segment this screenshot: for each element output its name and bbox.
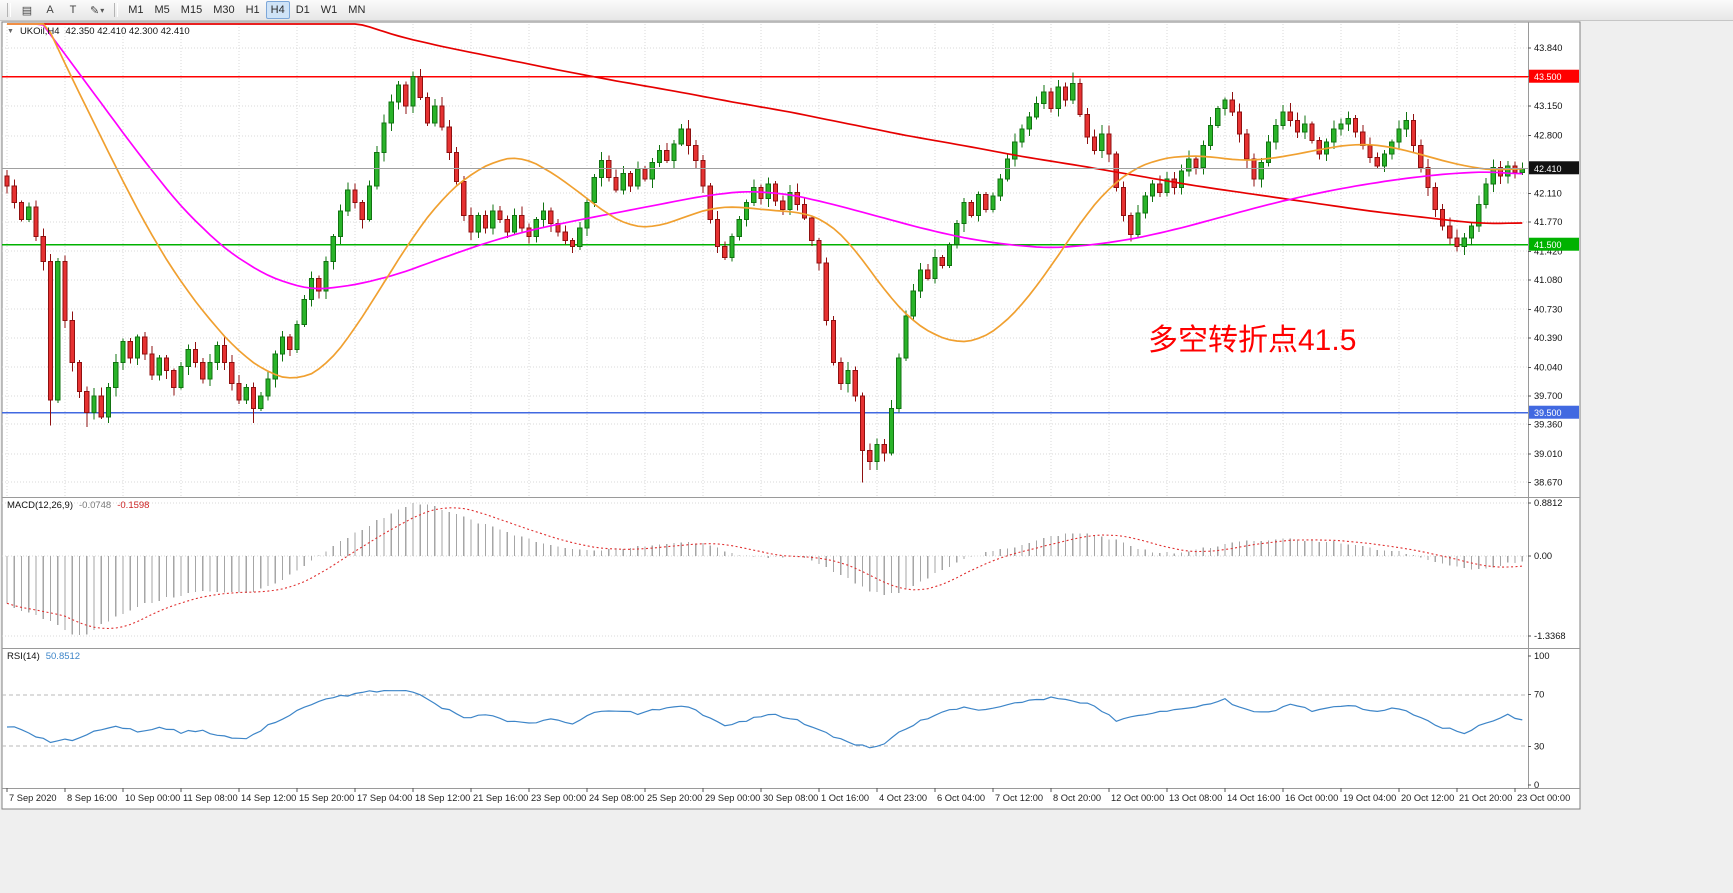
svg-text:16 Oct 00:00: 16 Oct 00:00 [1285, 793, 1338, 803]
timeframe-button-m5[interactable]: M5 [150, 1, 175, 19]
svg-text:43.500: 43.500 [1534, 72, 1562, 82]
svg-text:40.040: 40.040 [1534, 362, 1562, 372]
ohlc-values: 42.350 42.410 42.300 42.410 [65, 26, 190, 37]
svg-text:0: 0 [1534, 780, 1539, 790]
svg-text:17 Sep 04:00: 17 Sep 04:00 [357, 793, 412, 803]
rsi-value: 50.8512 [45, 651, 81, 662]
svg-text:7 Oct 12:00: 7 Oct 12:00 [995, 793, 1043, 803]
timeframe-button-m1[interactable]: M1 [123, 1, 148, 19]
svg-text:21 Sep 16:00: 21 Sep 16:00 [473, 793, 528, 803]
text-tool-icon: T [69, 4, 77, 16]
chart-list-button[interactable]: ▤ [16, 1, 38, 19]
svg-text:15 Sep 20:00: 15 Sep 20:00 [299, 793, 354, 803]
svg-text:42.410: 42.410 [1534, 164, 1562, 174]
macd-value-main: -0.0748 [79, 500, 112, 511]
drawing-tool-button[interactable]: ✎ ▾ [85, 1, 109, 19]
svg-text:41.770: 41.770 [1534, 217, 1562, 227]
svg-text:39.010: 39.010 [1534, 449, 1562, 459]
svg-text:25 Sep 20:00: 25 Sep 20:00 [647, 793, 702, 803]
timeframe-button-m30[interactable]: M30 [208, 1, 239, 19]
svg-text:-1.3368: -1.3368 [1534, 631, 1566, 641]
drawing-tool-icon: ✎ [90, 4, 100, 17]
svg-text:39.700: 39.700 [1534, 391, 1562, 401]
toolbar: ▤ A T ✎ ▾ M1 M5 M15 M30 H1 H4 D1 W1 MN [0, 0, 1733, 21]
svg-text:24 Sep 08:00: 24 Sep 08:00 [589, 793, 644, 803]
svg-text:6 Oct 04:00: 6 Oct 04:00 [937, 793, 985, 803]
rsi-label: RSI(14) 50.8512 [7, 651, 80, 662]
svg-text:100: 100 [1534, 651, 1550, 661]
svg-text:21 Oct 20:00: 21 Oct 20:00 [1459, 793, 1512, 803]
toolbar-grip[interactable] [7, 3, 11, 17]
font-tool-icon: A [46, 4, 54, 16]
svg-text:7 Sep 2020: 7 Sep 2020 [9, 793, 57, 803]
svg-text:0.8812: 0.8812 [1534, 498, 1562, 508]
svg-text:38.670: 38.670 [1534, 477, 1562, 487]
svg-text:30: 30 [1534, 741, 1544, 751]
svg-text:29 Sep 00:00: 29 Sep 00:00 [705, 793, 760, 803]
macd-label: MACD(12,26,9) -0.0748 -0.1598 [7, 500, 149, 511]
macd-value-signal: -0.1598 [117, 500, 150, 511]
svg-text:41.420: 41.420 [1534, 246, 1562, 256]
toolbar-grip[interactable] [114, 3, 119, 17]
timeframe-button-mn[interactable]: MN [343, 1, 370, 19]
svg-text:42.110: 42.110 [1534, 188, 1562, 198]
timeframe-button-w1[interactable]: W1 [316, 1, 343, 19]
svg-text:4 Oct 23:00: 4 Oct 23:00 [879, 793, 927, 803]
svg-text:41.500: 41.500 [1534, 240, 1562, 250]
svg-text:40.390: 40.390 [1534, 333, 1562, 343]
svg-text:1 Oct 16:00: 1 Oct 16:00 [821, 793, 869, 803]
symbol-ohlc-label: ▼ UKOil,H4 42.350 42.410 42.300 42.410 [7, 26, 190, 37]
svg-text:41.080: 41.080 [1534, 275, 1562, 285]
svg-text:20 Oct 12:00: 20 Oct 12:00 [1401, 793, 1454, 803]
chart-annotation: 多空转折点41.5 [1148, 324, 1357, 357]
svg-text:43.150: 43.150 [1534, 101, 1562, 111]
symbol-period: UKOil,H4 [19, 26, 60, 37]
drawing-dropdown-icon: ▾ [100, 5, 105, 15]
svg-text:14 Sep 12:00: 14 Sep 12:00 [241, 793, 296, 803]
timeframe-button-d1[interactable]: D1 [291, 1, 315, 19]
svg-text:23 Oct 00:00: 23 Oct 00:00 [1517, 793, 1570, 803]
svg-text:10 Sep 00:00: 10 Sep 00:00 [125, 793, 180, 803]
chart-dropdown-icon[interactable]: ▼ [7, 28, 14, 35]
timeframe-button-h1[interactable]: H1 [241, 1, 265, 19]
font-tool-button[interactable]: A [39, 1, 61, 19]
svg-text:42.800: 42.800 [1534, 131, 1562, 141]
svg-text:11 Sep 08:00: 11 Sep 08:00 [183, 793, 238, 803]
svg-text:13 Oct 08:00: 13 Oct 08:00 [1169, 793, 1222, 803]
svg-text:43.840: 43.840 [1534, 43, 1562, 53]
svg-text:0.00: 0.00 [1534, 551, 1552, 561]
rsi-title: RSI(14) [7, 651, 40, 662]
svg-text:23 Sep 00:00: 23 Sep 00:00 [531, 793, 586, 803]
svg-text:19 Oct 04:00: 19 Oct 04:00 [1343, 793, 1396, 803]
svg-text:39.500: 39.500 [1534, 408, 1562, 418]
chart-list-icon: ▤ [21, 4, 33, 17]
svg-text:18 Sep 12:00: 18 Sep 12:00 [415, 793, 470, 803]
text-tool-button[interactable]: T [62, 1, 84, 19]
svg-text:39.360: 39.360 [1534, 419, 1562, 429]
macd-title: MACD(12,26,9) [7, 500, 73, 511]
svg-text:40.730: 40.730 [1534, 304, 1562, 314]
svg-text:12 Oct 00:00: 12 Oct 00:00 [1111, 793, 1164, 803]
svg-text:70: 70 [1534, 690, 1544, 700]
svg-text:8 Sep 16:00: 8 Sep 16:00 [67, 793, 117, 803]
timeframe-button-h4[interactable]: H4 [265, 1, 290, 19]
svg-text:14 Oct 16:00: 14 Oct 16:00 [1227, 793, 1280, 803]
timeframe-button-m15[interactable]: M15 [176, 1, 207, 19]
svg-text:8 Oct 20:00: 8 Oct 20:00 [1053, 793, 1101, 803]
svg-text:30 Sep 08:00: 30 Sep 08:00 [763, 793, 818, 803]
